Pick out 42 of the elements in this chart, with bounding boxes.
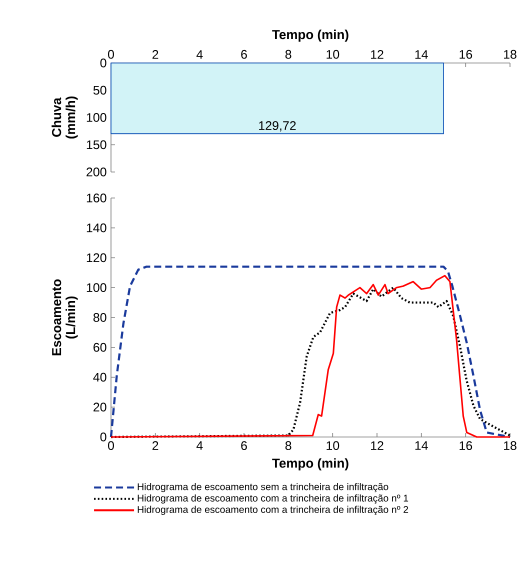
x-tick-label: 0 — [108, 50, 114, 59]
legend-label: Hidrograma de escoamento com a trincheira de infiltração nº 1 — [138, 494, 408, 504]
annotation: 129,72 — [259, 121, 296, 132]
x-tick-label: 16 — [460, 441, 472, 450]
x-tick-label: 4 — [196, 50, 203, 59]
x-tick-label: 2 — [152, 50, 158, 59]
x-tick-label: 10 — [326, 50, 340, 59]
y-tick-label: 120 — [86, 253, 106, 262]
legend-label: Hidrograma de escoamento sem a trincheira de infiltração — [138, 483, 388, 492]
y-tick-label: 20 — [94, 402, 106, 412]
x-tick-label: 8 — [285, 50, 292, 59]
y-tick-label: 50 — [93, 86, 106, 95]
x-tick-label: 8 — [285, 441, 292, 450]
y-tick-label: 200 — [86, 168, 106, 176]
x-axis-title: Tempo (min) — [272, 30, 348, 42]
y-tick-label: 0 — [100, 432, 106, 442]
y-tick-label: 160 — [86, 194, 106, 202]
y-tick-label: 140 — [86, 223, 106, 232]
x-tick-label: 10 — [326, 441, 340, 450]
y-tick-label: 40 — [93, 372, 106, 382]
x-tick-label: 12 — [371, 441, 384, 450]
y-tick-label: 80 — [93, 313, 106, 322]
x-tick-label: 18 — [504, 441, 516, 450]
y-tick-label: 100 — [86, 283, 106, 292]
y-tick-label: 0 — [100, 58, 106, 68]
x-tick-label: 6 — [241, 441, 247, 450]
x-tick-label: 14 — [415, 441, 428, 450]
x-tick-label: 16 — [460, 50, 472, 59]
y-tick-label: 150 — [86, 140, 106, 150]
x-tick-label: 6 — [241, 50, 247, 59]
x-tick-label: 0 — [108, 441, 114, 450]
y-axis-title: Escoamento (L/min) — [52, 279, 78, 356]
x-tick-label: 4 — [196, 441, 203, 450]
x-tick-label: 2 — [152, 441, 158, 450]
y-tick-label: 60 — [94, 342, 106, 352]
legend-label: Hidrograma de escoamento com a trincheira de infiltração nº 2 — [138, 506, 408, 515]
x-tick-label: 18 — [504, 50, 516, 59]
y-tick-label: 100 — [86, 113, 106, 122]
x-tick-label: 12 — [371, 50, 384, 59]
x-tick-label: 14 — [415, 50, 428, 59]
x-axis-title: Tempo (min) — [272, 458, 348, 470]
y-axis-title: Chuva (mm/h) — [52, 96, 78, 139]
